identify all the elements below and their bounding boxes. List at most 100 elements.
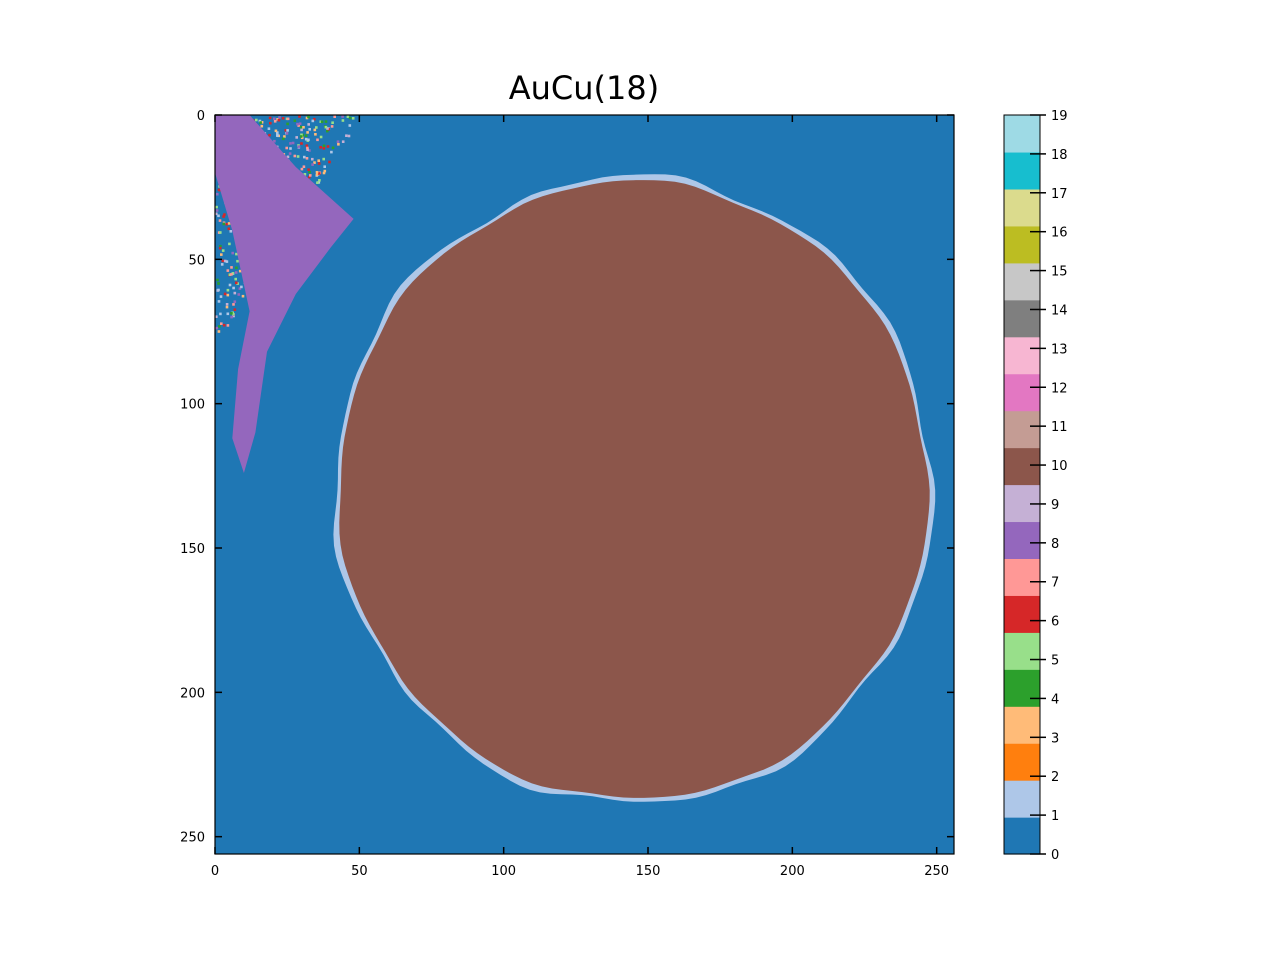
speckle-pixel [226,288,230,292]
speckle-pixel [330,125,334,128]
colorbar-tick-label: 13 [1051,342,1068,357]
speckle-pixel [317,159,320,162]
speckle-pixel [233,300,237,303]
colorbar-tick-label: 16 [1051,226,1068,241]
speckle-pixel [307,168,310,171]
colorbar-tick-label: 1 [1051,809,1059,824]
speckle-pixel [303,155,306,159]
speckle-pixel [308,175,311,179]
speckle-pixel [215,212,218,216]
speckle-pixel [302,165,306,168]
x-tick-label: 100 [491,864,516,879]
speckle-pixel [219,231,222,234]
speckle-pixel [315,173,319,176]
speckle-pixel [255,118,258,122]
speckle-pixel [260,121,264,124]
speckle-pixel [322,157,325,161]
speckle-pixel [300,167,304,171]
heatmap-plot: 0 50 100 150 200 250 0 50 100 150 200 250 [180,109,955,879]
speckle-pixel [323,169,327,173]
speckle-pixel [300,133,303,137]
colorbar-tick-label: 11 [1051,420,1068,435]
speckle-pixel [341,140,345,143]
speckle-pixel [322,171,326,175]
speckle-pixel [306,148,309,151]
speckle-pixel [222,222,226,226]
speckle-pixel [326,129,329,133]
speckle-pixel [219,295,223,298]
speckle-pixel [233,308,237,311]
speckle-pixel [217,282,220,285]
speckle-pixel [237,293,241,296]
speckle-pixel [305,157,309,160]
x-tick-label: 0 [211,864,219,879]
colorbar-cell [1004,336,1040,375]
speckle-pixel [273,139,276,143]
speckle-pixel [348,116,352,120]
speckle-pixel [286,122,289,126]
speckle-pixel [341,115,344,118]
x-tick-label: 200 [780,864,805,879]
speckle-pixel [269,121,272,125]
colorbar-cell [1004,299,1040,338]
speckle-pixel [217,288,220,292]
speckle-pixel [285,146,288,150]
speckle-pixel [286,117,290,121]
speckle-pixel [316,181,319,184]
x-axis: 0 50 100 150 200 250 [211,115,949,879]
speckle-pixel [308,128,311,131]
y-tick-label: 150 [180,542,205,557]
colorbar-cell [1004,447,1040,486]
colorbar-cell [1004,817,1040,855]
speckle-pixel [304,137,308,141]
y-tick-label: 100 [180,398,205,413]
speckle-pixel [232,303,235,306]
x-tick-label: 150 [636,864,661,879]
speckle-pixel [291,141,295,145]
speckle-pixel [296,155,300,158]
speckle-pixel [311,157,314,161]
speckle-pixel [311,163,314,166]
speckle-pixel [333,115,336,118]
chart-title: AuCu(18) [509,69,659,107]
speckle-pixel [286,129,289,132]
speckle-pixel [293,119,297,122]
x-tick-label: 50 [351,864,368,879]
speckle-pixel [235,266,238,270]
speckle-pixel [346,115,350,118]
speckle-pixel [308,170,311,174]
speckle-pixel [260,124,264,128]
speckle-pixel [226,293,230,297]
speckle-pixel [215,326,219,330]
speckle-pixel [309,174,312,177]
speckle-pixel [276,131,279,134]
speckle-pixel [215,205,218,209]
speckle-pixel [298,122,302,125]
speckle-pixel [228,283,232,287]
speckle-pixel [226,269,230,272]
colorbar-tick-label: 3 [1051,731,1059,746]
speckle-pixel [223,259,227,263]
speckle-pixel [317,172,321,175]
colorbar-tick-label: 7 [1051,576,1059,591]
speckle-pixel [223,213,226,216]
speckle-pixel [259,121,262,124]
speckle-pixel [216,278,219,282]
colorbar-tick-label: 10 [1051,459,1068,474]
colorbar-cell [1004,115,1040,153]
speckle-pixel [234,271,238,274]
speckle-pixel [297,124,300,127]
speckle-pixel [296,122,299,126]
speckle-pixel [347,134,351,138]
y-tick-label: 0 [197,109,205,124]
speckle-pixel [223,292,227,296]
speckle-pixel [297,145,301,148]
speckle-pixel [216,192,219,196]
speckle-pixel [277,118,281,122]
speckle-pixel [228,273,232,276]
speckle-pixel [337,143,340,146]
colorbar-cell [1004,521,1040,559]
speckle-pixel [316,138,319,142]
speckle-pixel [293,154,297,158]
colorbar-tick-label: 17 [1051,187,1068,202]
